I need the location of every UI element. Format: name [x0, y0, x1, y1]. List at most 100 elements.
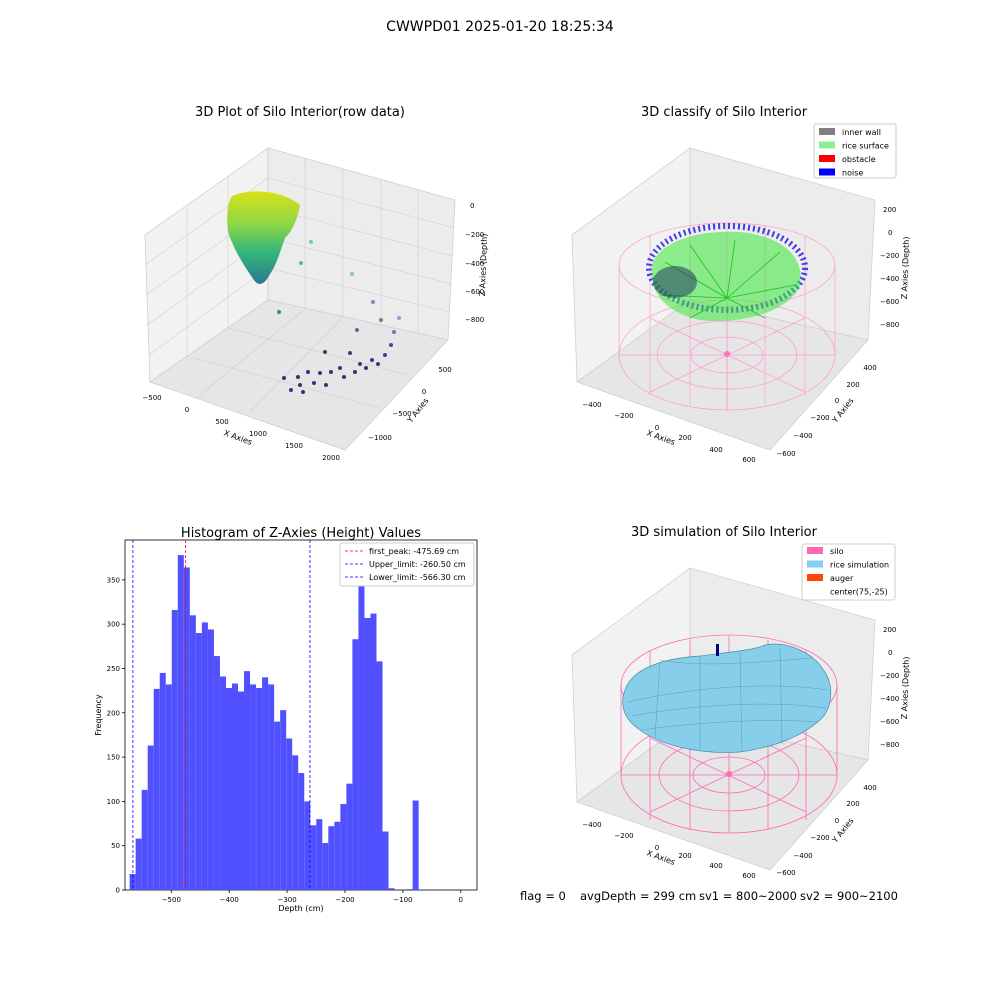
cls-ztick: −400 [880, 275, 899, 283]
sim-legend [801, 543, 896, 601]
cls-axis-ticks: −400 −200 0 200 400 600 400 200 0 −200 −… [582, 206, 899, 464]
histogram-bar [250, 684, 257, 890]
histogram-bar [316, 819, 323, 890]
histogram-bar [382, 831, 389, 890]
cls-ytick: −400 [793, 432, 812, 440]
raw-outlier-points [277, 240, 401, 394]
cls-ztick: −800 [880, 321, 899, 329]
cls-dark-core [653, 266, 697, 298]
histogram-bars [129, 555, 419, 890]
sim-auger-marker [716, 644, 719, 656]
panel-histogram: Histogram of Z-Axies (Height) Values −50… [94, 526, 478, 913]
histogram-bar [147, 745, 154, 890]
cls-center-marker [724, 351, 730, 357]
cls-rice-surface-points [651, 231, 801, 322]
histogram-bar [322, 843, 329, 890]
legend-label: auger [830, 574, 854, 583]
histogram-x-tick-label: −500 [162, 896, 181, 904]
histogram-legend-label: first_peak: -475.69 cm [369, 547, 459, 556]
histogram-bar [219, 676, 226, 890]
histogram-bar [346, 783, 353, 890]
legend-swatch [819, 155, 835, 162]
histogram-bar [231, 683, 239, 890]
histogram-legend-label: Upper_limit: -260.50 cm [369, 560, 466, 569]
legend-swatch [819, 168, 835, 176]
histogram-bar [195, 633, 202, 890]
histogram-y-ticks: 0 50 100 150 200 250 300 350 [107, 576, 125, 895]
histogram-bar [262, 677, 269, 890]
histogram-x-ticks: −500 −400 −300 −200 −100 0 [162, 890, 463, 904]
raw-xtick: 0 [185, 406, 189, 414]
sim-legend-box [801, 543, 896, 601]
legend-swatch [807, 574, 823, 581]
histogram-ylabel: Frequency [94, 694, 103, 736]
raw-ztick: 0 [470, 202, 474, 210]
legend-label: obstacle [842, 155, 876, 164]
histogram-bar [201, 622, 208, 890]
histogram-y-tick-label: 0 [116, 887, 120, 895]
histogram-bar [406, 889, 413, 890]
sim-ytick: −200 [810, 834, 829, 842]
sim-xtick: 200 [678, 852, 691, 860]
histogram-bar [189, 615, 196, 890]
sim-ytick: 200 [846, 800, 859, 808]
histogram-bar [225, 687, 232, 890]
status-avg-depth: avgDepth = 299 cm [580, 889, 696, 903]
cls-xlabel: X Axies [645, 428, 676, 447]
panel-sim-title: 3D simulation of Silo Interior [631, 525, 818, 540]
histogram-y-tick-label: 150 [107, 754, 120, 762]
histogram-bar [340, 804, 347, 890]
histogram-reference-lines [132, 540, 311, 890]
raw-point-cloud-surface [227, 191, 300, 284]
histogram-bar [244, 671, 251, 890]
sim-ytick: 400 [863, 784, 876, 792]
raw-ytick: 0 [422, 388, 426, 396]
histogram-bar [328, 826, 335, 890]
status-line: flag = 0 avgDepth = 299 cm sv1 = 800~200… [520, 889, 898, 903]
histogram-legend-entries: first_peak: -475.69 cm Upper_limit: -260.… [345, 547, 466, 582]
legend-swatch [807, 560, 823, 568]
raw-floor [149, 299, 449, 451]
sim-xtick: −400 [582, 821, 601, 829]
histogram-x-tick-label: −300 [277, 896, 296, 904]
cls-xtick: 400 [709, 446, 722, 454]
histogram-x-tick-label: −100 [393, 896, 412, 904]
histogram-bar [159, 672, 166, 890]
status-sv1: sv1 = 800~2000 [699, 889, 797, 903]
legend-label: silo [830, 547, 844, 556]
raw-xtick: 1000 [249, 430, 267, 438]
sim-rice-surface [622, 643, 832, 753]
cls-ytick: −600 [776, 450, 795, 458]
raw-ztick: −800 [465, 316, 484, 324]
histogram-bar [153, 688, 160, 890]
cls-legend-box [813, 123, 897, 179]
raw-xtick: 2000 [322, 454, 340, 462]
histogram-x-tick-label: 0 [459, 896, 463, 904]
cls-ztick: −600 [880, 298, 899, 306]
figure-suptitle: CWWPD01 2025-01-20 18:25:34 [386, 19, 614, 35]
legend-label: noise [842, 169, 863, 178]
histogram-bar [334, 821, 341, 890]
legend-swatch [819, 141, 835, 149]
cls-ytick: 0 [835, 397, 839, 405]
cls-legend-entries: inner wall rice surface obstacle noise [819, 128, 889, 178]
raw-xtick: 1500 [285, 442, 303, 450]
histogram-x-tick-label: −200 [335, 896, 354, 904]
sim-center-marker [726, 771, 732, 777]
panel-raw-title: 3D Plot of Silo Interior(row data) [195, 105, 405, 120]
cls-xtick: −200 [614, 412, 633, 420]
cls-ztick: 0 [888, 229, 892, 237]
histogram-bar [207, 629, 214, 890]
cls-ytick: 200 [846, 381, 859, 389]
histogram-y-tick-label: 100 [107, 798, 120, 806]
histogram-bar [268, 684, 275, 890]
cls-xtick: −400 [582, 401, 601, 409]
raw-zlabel: Z Axies (Depth) [478, 233, 489, 296]
histogram-bar [141, 789, 148, 890]
histogram-bar [135, 838, 142, 890]
sim-xtick: 600 [742, 872, 755, 880]
sim-xtick: 0 [655, 844, 659, 852]
status-flag: flag = 0 [520, 889, 566, 903]
sim-legend-entries: silo rice simulation auger center(75,-25) [807, 547, 889, 597]
